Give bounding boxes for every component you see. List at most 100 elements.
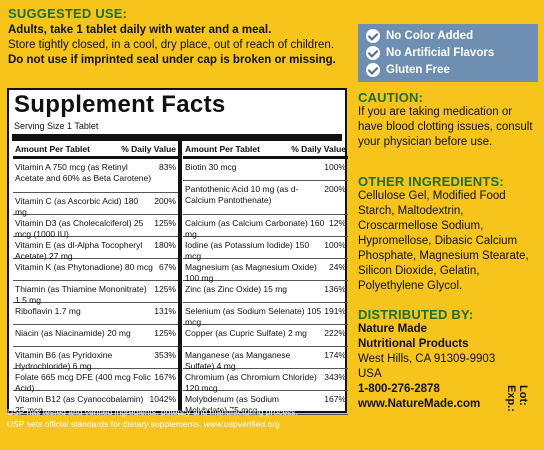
nutrient-row: Biotin 30 mcg 100% (183, 159, 348, 181)
nutrient-row: Copper (as Cupric Sulfate) 2 mg 222% (183, 325, 348, 347)
nutrient-row: Iodine (as Potassium Iodide) 150 mcg 100% (183, 237, 348, 261)
nutrient-row: Folate 665 mcg DFE (400 mcg Folic Acid) 1… (13, 369, 178, 393)
nutrient-dv: 125% (154, 284, 176, 294)
check-icon (366, 46, 380, 60)
nutrient-row: Vitamin K (as Phytonadione) 80 mcg 67% (13, 259, 178, 281)
usp-footer: USP has tested and verified ingredients,… (7, 407, 347, 430)
nutrient-name: Vitamin B12 (as Cyanocobalamin) 25 mcg (15, 394, 144, 415)
badge-no-flavors: No Artificial Flavors (366, 44, 494, 62)
nutrient-row: Vitamin E (as dl-Alpha Tocopheryl Acetat… (13, 237, 178, 261)
nutrient-name: Molybdenum (as Sodium Molybdate) 75 mcg (185, 394, 280, 415)
suggested-use-line3: Do not use if imprinted seal under cap i… (8, 54, 336, 66)
nutrient-dv: 83% (158, 162, 176, 172)
nutrient-row: Vitamin B12 (as Cyanocobalamin) 25 mcg 10… (13, 391, 178, 415)
suggested-use-section: SUGGESTED USE: Adults, take 1 tablet dai… (8, 6, 348, 68)
nutrient-dv: 131% (154, 306, 176, 316)
caution-section: CAUTION: If you are taking medication or… (358, 90, 538, 150)
nutrient-row: Manganese (as Manganese Sulfate) 4 mg 174… (183, 347, 348, 371)
nutrient-row: Vitamin A 750 mcg (as Retinyl Acetate an… (13, 159, 178, 193)
nutrient-row: Riboflavin 1.7 mg 131% (13, 303, 178, 325)
facts-column-divider (178, 134, 182, 411)
nutrient-name: Riboflavin 1.7 mg (15, 306, 81, 316)
facts-column-header: Amount Per Tablet % Daily Value (13, 141, 178, 159)
exp-label: Exp.: (505, 385, 517, 412)
nutrient-dv: 167% (154, 372, 176, 382)
nutrient-dv: 67% (158, 262, 176, 272)
nutrient-dv: 24% (328, 262, 346, 272)
facts-column-header: Amount Per Tablet % Daily Value (183, 141, 348, 159)
facts-left-column: Amount Per Tablet % Daily Value Vitamin … (13, 141, 178, 415)
other-ingredients-section: OTHER INGREDIENTS: Cellulose Gel, Modifi… (358, 174, 540, 294)
nutrient-name: Copper (as Cupric Sulfate) 2 mg (185, 328, 307, 338)
check-icon (366, 63, 380, 77)
nutrient-dv: 1042% (149, 394, 176, 404)
nutrient-name: Manganese (as Manganese Sulfate) 4 mg (185, 350, 291, 371)
caution-heading: CAUTION: (358, 90, 424, 105)
nutrient-name: Vitamin C (as Ascorbic Acid) 180 mg (15, 196, 139, 217)
nutrient-name: Zinc (as Zinc Oxide) 15 mg (185, 284, 288, 294)
suggested-use-line2: Store tightly closed, in a cool, dry pla… (8, 39, 335, 51)
nutrient-row: Calcium (as Calcium Carbonate) 160 mg 12% (183, 215, 348, 239)
serving-size: Serving Size 1 Tablet (14, 121, 99, 131)
other-ingredients-heading: OTHER INGREDIENTS: (358, 174, 504, 189)
nutrient-name: Thiamin (as Thiamine Mononitrate) 1.5 mg (15, 284, 147, 305)
claims-badge-box: No Color Added No Artificial Flavors Glu… (358, 24, 538, 82)
nutrient-name: Vitamin D3 (as Cholecalciferol) 25 mcg (… (15, 218, 144, 239)
nutrient-dv: 100% (324, 162, 346, 172)
distributor-country: USA (358, 368, 382, 380)
usp-line2: USP sets official standards for dietary … (7, 418, 280, 429)
nutrient-row: Vitamin D3 (as Cholecalciferol) 25 mcg (… (13, 215, 178, 239)
nutrient-name: Pantothenic Acid 10 mg (as d-Calcium Pan… (185, 184, 299, 205)
nutrient-name: Biotin 30 mcg (185, 162, 237, 172)
nutrient-dv: 200% (324, 184, 346, 194)
nutrient-dv: 191% (324, 306, 346, 316)
nutrient-dv: 353% (154, 350, 176, 360)
nutrient-name: Calcium (as Calcium Carbonate) 160 mg (185, 218, 325, 239)
nutrient-name: Folate 665 mcg DFE (400 mcg Folic Acid) (15, 372, 152, 393)
nutrient-row: Selenium (as Sodium Selenate) 105 mcg 191… (183, 303, 348, 327)
distributor-heading: DISTRIBUTED BY: (358, 307, 474, 322)
distributor-city: West Hills, CA 91309-9903 (358, 353, 496, 365)
suggested-use-line1: Adults, take 1 tablet daily with water a… (8, 24, 272, 36)
nutrient-dv: 200% (154, 196, 176, 206)
distributor-phone: 1-800-276-2878 (358, 383, 440, 395)
nutrient-row: Magnesium (as Magnesium Oxide) 100 mg 24% (183, 259, 348, 283)
nutrient-row: Pantothenic Acid 10 mg (as d-Calcium Pan… (183, 181, 348, 215)
check-icon (366, 29, 380, 43)
nutrient-name: Chromium (as Chromium Chloride) 120 mcg (185, 372, 317, 393)
nutrient-row: Molybdenum (as Sodium Molybdate) 75 mcg 1… (183, 391, 348, 415)
nutrient-dv: 125% (154, 328, 176, 338)
nutrient-dv: 222% (324, 328, 346, 338)
nutrient-row: Thiamin (as Thiamine Mononitrate) 1.5 mg… (13, 281, 178, 305)
nutrient-name: Niacin (as Niacinamide) 20 mg (15, 328, 131, 338)
lot-label: Lot: (517, 385, 529, 406)
nutrient-dv: 100% (324, 240, 346, 250)
nutrient-dv: 180% (154, 240, 176, 250)
nutrient-row: Vitamin C (as Ascorbic Acid) 180 mg 200% (13, 193, 178, 217)
badge-gluten-free: Gluten Free (366, 61, 450, 79)
usp-line1: USP has tested and verified ingredients,… (7, 407, 298, 417)
nutrient-dv: 125% (154, 218, 176, 228)
distributor-name1: Nature Made (358, 323, 428, 335)
suggested-use-heading: SUGGESTED USE: (8, 6, 128, 21)
distributor-section: DISTRIBUTED BY: Nature Made Nutritional … (358, 307, 538, 412)
distributor-web: www.NatureMade.com (358, 398, 481, 410)
other-ingredients-text: Cellulose Gel, Modified Food Starch, Mal… (358, 190, 529, 292)
nutrient-row: Niacin (as Niacinamide) 20 mg 125% (13, 325, 178, 347)
nutrient-name: Vitamin K (as Phytonadione) 80 mcg (15, 262, 153, 272)
nutrient-name: Selenium (as Sodium Selenate) 105 mcg (185, 306, 322, 327)
distributor-name2: Nutritional Products (358, 338, 469, 350)
nutrient-name: Vitamin A 750 mcg (as Retinyl Acetate an… (15, 162, 152, 183)
nutrient-dv: 136% (324, 284, 346, 294)
nutrient-name: Magnesium (as Magnesium Oxide) 100 mg (185, 262, 317, 283)
nutrient-row: Vitamin B6 (as Pyridoxine Hydrochloride)… (13, 347, 178, 371)
nutrient-dv: 174% (324, 350, 346, 360)
caution-text: If you are taking medication or have blo… (358, 106, 533, 148)
nutrient-dv: 343% (324, 372, 346, 382)
nutrient-dv: 12% (328, 218, 346, 228)
facts-right-column: Amount Per Tablet % Daily Value Biotin 3… (183, 141, 348, 415)
supplement-facts-panel: Supplement Facts Serving Size 1 Tablet A… (7, 88, 348, 415)
nutrient-row: Zinc (as Zinc Oxide) 15 mg 136% (183, 281, 348, 303)
facts-divider-bar (12, 134, 342, 141)
nutrient-name: Vitamin B6 (as Pyridoxine Hydrochloride)… (15, 350, 113, 371)
